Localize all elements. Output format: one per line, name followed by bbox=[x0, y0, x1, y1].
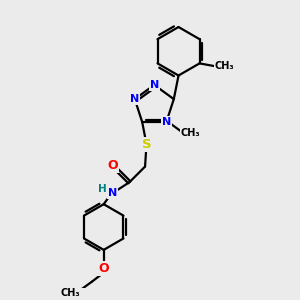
Text: O: O bbox=[98, 262, 109, 275]
Text: S: S bbox=[142, 138, 151, 151]
Text: H: H bbox=[98, 184, 107, 194]
Text: N: N bbox=[108, 188, 117, 198]
Text: N: N bbox=[130, 94, 140, 104]
Text: CH₃: CH₃ bbox=[181, 128, 200, 139]
Text: CH₃: CH₃ bbox=[60, 288, 80, 298]
Text: N: N bbox=[162, 117, 171, 127]
Text: O: O bbox=[107, 159, 118, 172]
Text: CH₃: CH₃ bbox=[214, 61, 234, 71]
Text: N: N bbox=[150, 80, 159, 90]
